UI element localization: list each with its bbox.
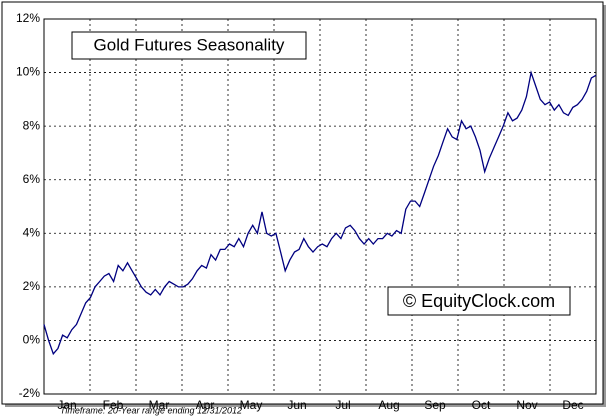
- x-tick-label: Aug: [378, 398, 399, 412]
- y-tick-label: 12%: [16, 11, 40, 25]
- title-box: [71, 31, 307, 60]
- y-tick-label: 6%: [23, 172, 41, 186]
- y-tick-label: 0%: [23, 333, 41, 347]
- frame: [1, 1, 604, 405]
- x-tick-label: May: [240, 398, 263, 412]
- x-tick-label: Mar: [149, 398, 170, 412]
- y-tick-label: 4%: [23, 225, 41, 239]
- x-tick-label: Jul: [335, 398, 350, 412]
- x-tick-label: Oct: [472, 398, 491, 412]
- footnote: Timeframe: 20-Year range ending 12/31/20…: [60, 405, 242, 415]
- x-tick-label: Jun: [287, 398, 306, 412]
- x-tick-label: Apr: [196, 398, 215, 412]
- y-tick-label: -2%: [19, 386, 41, 400]
- chart-title: Gold Futures Seasonality: [94, 35, 285, 54]
- y-tick-label: 2%: [23, 279, 41, 293]
- y-tick-label: 10%: [16, 65, 40, 79]
- x-tick-label: Feb: [103, 398, 124, 412]
- x-tick-label: Sep: [424, 398, 446, 412]
- x-tick-label: Nov: [516, 398, 537, 412]
- watermark: © EquityClock.com: [403, 291, 555, 311]
- x-tick-label: Dec: [562, 398, 583, 412]
- y-tick-label: 8%: [23, 118, 41, 132]
- line: [43, 70, 597, 356]
- annotation-box: [387, 286, 571, 316]
- x-tick-label: Jan: [57, 398, 76, 412]
